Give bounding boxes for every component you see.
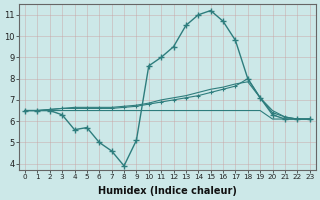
X-axis label: Humidex (Indice chaleur): Humidex (Indice chaleur)	[98, 186, 237, 196]
